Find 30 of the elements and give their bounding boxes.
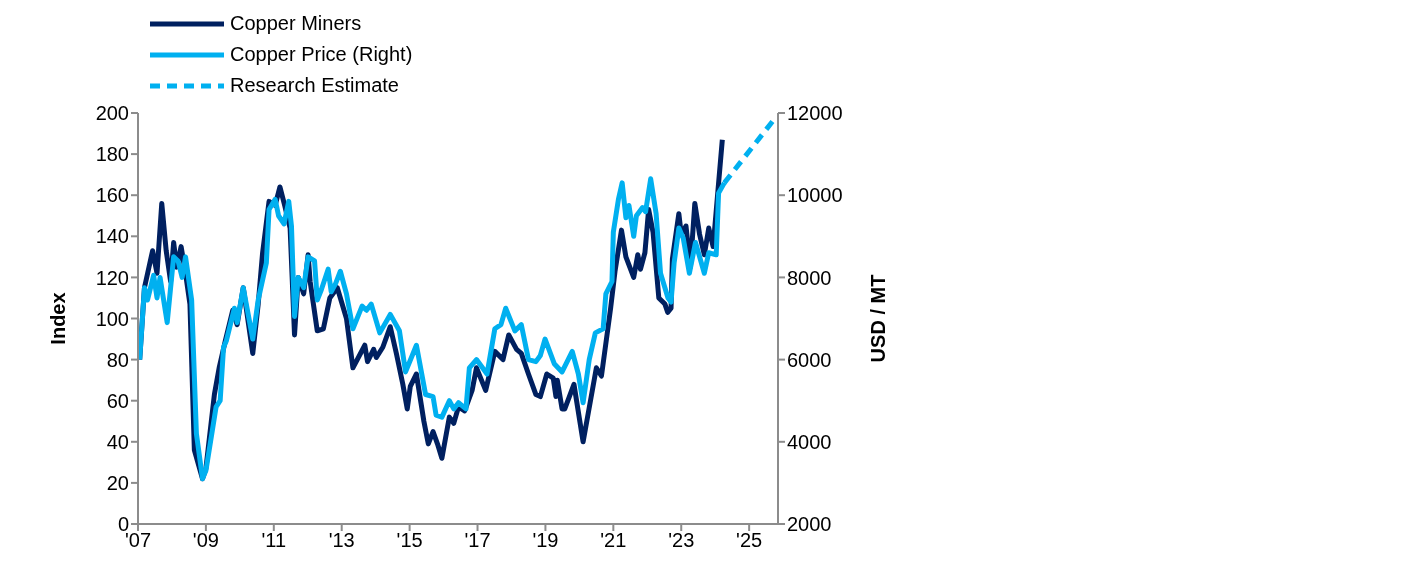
y-tick-label: 100	[95, 307, 129, 330]
y2-tick-label: 12000	[787, 102, 843, 125]
x-tick-label: '21	[600, 529, 627, 552]
y-tick-label: 20	[106, 472, 129, 494]
legend-label: Copper Miners	[230, 11, 362, 36]
y2-tick-label: 6000	[787, 348, 832, 371]
x-tick-label: '13	[328, 529, 355, 552]
y2-tick-label: 4000	[787, 430, 832, 453]
y2-tick-label: 10000	[787, 184, 843, 207]
y-tick-label: 120	[95, 266, 129, 289]
y2-tick-label: 8000	[787, 266, 832, 289]
x-tick-label: '15	[396, 529, 423, 552]
y-tick-label: 180	[95, 143, 129, 166]
x-tick-label: '25	[736, 529, 763, 552]
y-tick-label: 140	[95, 225, 129, 248]
y-tick-label: 60	[106, 389, 129, 412]
y-axis-title: Index	[47, 292, 70, 345]
x-tick-label: '09	[192, 529, 219, 552]
y-tick-label: 160	[95, 184, 129, 207]
x-tick-label: '11	[261, 529, 287, 552]
y2-tick-label: 2000	[787, 513, 832, 536]
x-tick-label: '17	[464, 529, 491, 552]
y-tick-label: 200	[95, 102, 129, 125]
legend-label: Research Estimate	[230, 73, 399, 98]
legend-label: Copper Price (Right)	[230, 42, 413, 67]
y-tick-label: 80	[106, 348, 129, 371]
y2-axis-title: USD / MT	[867, 274, 890, 363]
y-tick-label: 40	[106, 430, 129, 453]
x-tick-label: '19	[532, 529, 559, 552]
x-tick-label: '23	[668, 529, 695, 552]
